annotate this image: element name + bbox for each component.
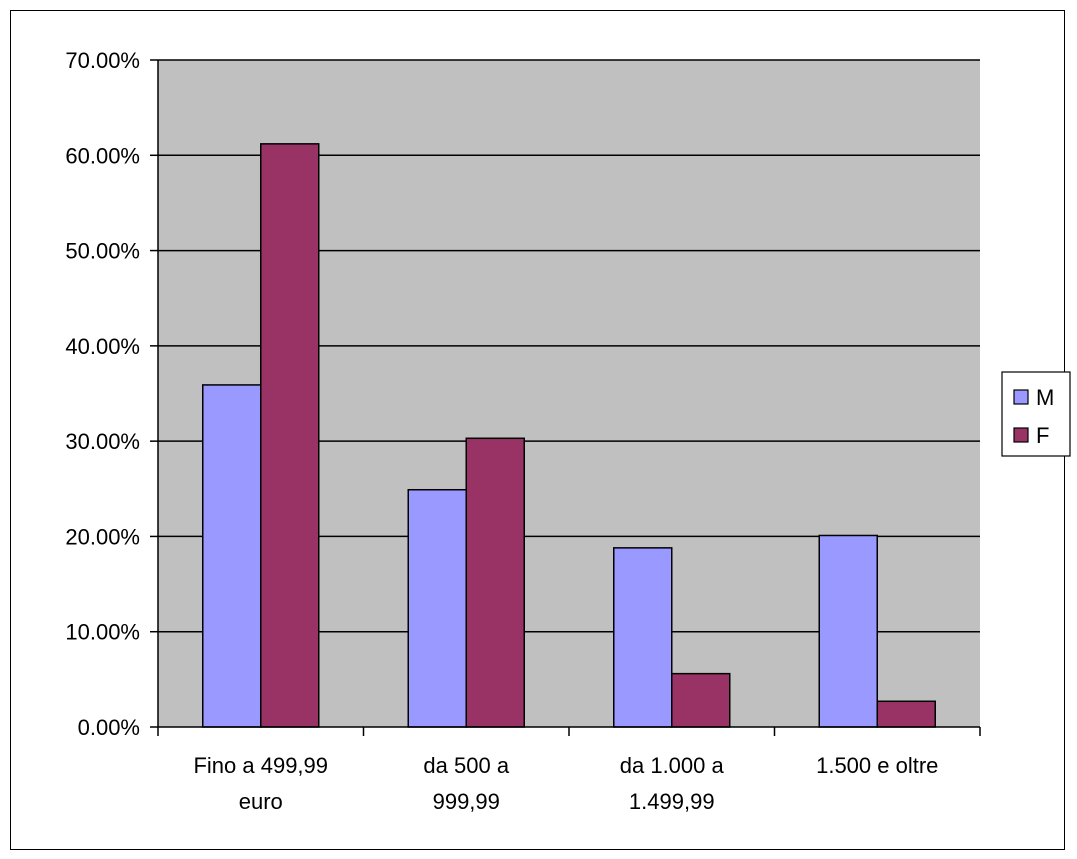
x-tick-label: Fino a 499,99 euro [193,753,328,814]
y-tick-label: 10.00% [65,620,140,645]
x-tick-label: 1.500 e oltre [816,753,938,778]
legend-label-f: F [1036,423,1049,448]
y-tick-label: 50.00% [65,239,140,264]
bar-m-1 [202,384,262,728]
legend-label-m: M [1036,385,1054,410]
x-tick-label: da 1.000 a 1.499,99 [620,753,725,814]
legend-swatch-m [1013,389,1029,405]
plot-area: 0.00% 10.00% 20.00% 30.00% 40.00% 50.00% 60.00… [65,48,981,814]
bar-m-2 [407,488,467,728]
bar-m-4 [818,534,878,728]
y-tick-label: 0.00% [78,715,140,740]
y-tick-label: 40.00% [65,334,140,359]
x-tick-label: da 500 a 999,99 [423,753,509,814]
bar-f-3 [671,672,731,728]
bar-f-2 [465,437,525,728]
legend-swatch-f [1013,427,1029,443]
bar-f-1 [260,143,320,728]
y-tick-label: 70.00% [65,48,140,73]
legend-box [1001,371,1071,457]
y-tick-label: 60.00% [65,143,140,168]
legend: MF [1001,371,1071,457]
bar-f-4 [876,700,936,728]
y-tick-label: 30.00% [65,429,140,454]
bar-m-3 [613,547,673,728]
y-tick-label: 20.00% [65,524,140,549]
